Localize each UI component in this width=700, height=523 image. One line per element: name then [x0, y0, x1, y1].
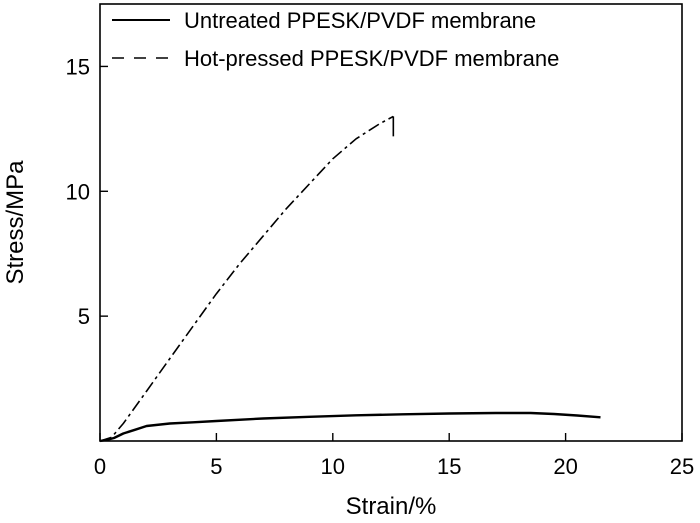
x-axis-ticks: 0 5 10 15 20 25: [94, 433, 694, 479]
y-tick-label: 5: [78, 304, 90, 329]
x-tick-label: 0: [94, 454, 106, 479]
legend: Untreated PPESK/PVDF membrane Hot-presse…: [112, 8, 559, 71]
legend-label-untreated: Untreated PPESK/PVDF membrane: [184, 8, 536, 33]
series-layer: [99, 115, 601, 443]
x-tick-label: 10: [321, 454, 345, 479]
x-tick-label: 15: [437, 454, 461, 479]
x-tick-label: 20: [553, 454, 577, 479]
plot-border: [99, 3, 683, 442]
y-axis-title: Stress/MPa: [2, 160, 29, 285]
x-axis-title: Strain/%: [346, 493, 437, 520]
y-axis-ticks: 5 10 15: [66, 54, 108, 329]
x-tick-label: 25: [670, 454, 694, 479]
series-line-hot-pressed: [99, 115, 394, 442]
plot-frame: [99, 3, 683, 442]
series-line-untreated: [99, 411, 601, 443]
legend-label-hot-pressed: Hot-pressed PPESK/PVDF membrane: [184, 46, 559, 71]
y-tick-label: 10: [66, 179, 90, 204]
x-tick-label: 5: [210, 454, 222, 479]
y-tick-label: 15: [66, 54, 90, 79]
